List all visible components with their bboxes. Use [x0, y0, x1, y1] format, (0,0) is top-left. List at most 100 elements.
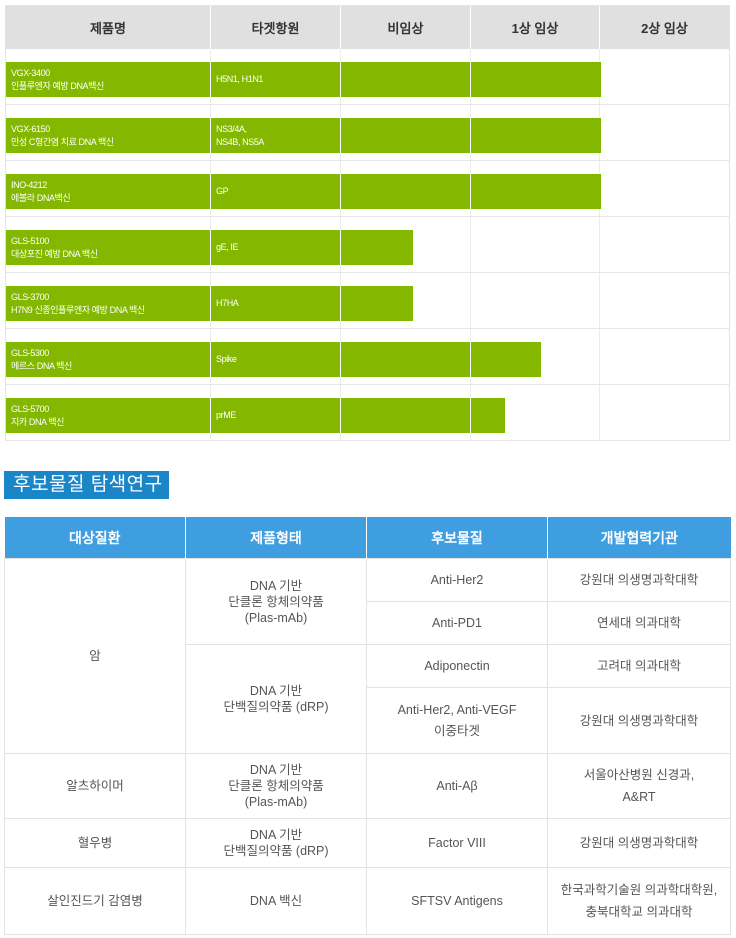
form-line: 단백질의약품 (dRP) [223, 700, 329, 714]
product-code: VGX-3400 [11, 67, 50, 78]
bar-divider [210, 286, 211, 321]
progress-bar: GLS-5700 지카 DNA 백신 prME [6, 398, 505, 433]
header-preclinical: 비임상 [341, 6, 471, 49]
progress-bar: GLS-3700 H7N9 신종인플루엔자 예방 DNA 백신 H7HA [6, 286, 413, 321]
target-label: H5N1, H1N1 [216, 62, 263, 97]
pipeline-row: VGX-6150 만성 C형간염 치료 DNA 백신 NS3/4A, NS4B, NS… [6, 105, 729, 161]
product-label: GLS-5700 지카 DNA 백신 [11, 398, 64, 433]
target-antigen: Spike [216, 354, 237, 364]
bar-divider [470, 62, 471, 97]
candidate-cell: Anti-Her2 [366, 558, 548, 602]
disease-cell: 알츠하이머 [4, 753, 186, 819]
bar-divider [470, 174, 471, 209]
bar-divider [210, 62, 211, 97]
bar-divider [340, 342, 341, 377]
target-antigen: gE, IE [216, 242, 239, 252]
bar-divider [210, 174, 211, 209]
bar-divider [210, 230, 211, 265]
partner-cell: 서울아산병원 신경과, A&RT [547, 753, 731, 819]
form-line: 단클론 항체의약품 [228, 594, 324, 609]
partner-cell: 강원대 의생명과학대학 [547, 558, 731, 602]
bar-divider [470, 342, 471, 377]
disease-cell: 암 [4, 558, 186, 754]
form-cell: DNA 기반 단백질의약품 (dRP) [185, 644, 367, 754]
progress-bar: GLS-5100 대상포진 예방 DNA 백신 gE, IE [6, 230, 413, 265]
candidate-line: 이중타겟 [433, 723, 480, 738]
progress-bar: INO-4212 에볼라 DNA백신 GP [6, 174, 601, 209]
header-phase1: 1상 임상 [471, 6, 600, 49]
partner-cell: 고려대 의과대학 [547, 644, 731, 688]
pipeline-table: 제품명 타겟항원 비임상 1상 임상 2상 임상 VGX-3400 인플루엔자 예… [5, 5, 730, 441]
header-disease: 대상질환 [4, 517, 186, 559]
partner-cell: 강원대 의생명과학대학 [547, 687, 731, 754]
header-candidate: 후보물질 [366, 517, 548, 559]
divider [470, 49, 471, 440]
product-name: 인플루엔자 예방 DNA백신 [11, 80, 104, 91]
product-code: GLS-3700 [11, 291, 49, 302]
product-label: GLS-5100 대상포진 예방 DNA 백신 [11, 230, 98, 265]
partner-cell: 연세대 의과대학 [547, 601, 731, 645]
header-form: 제품형태 [185, 517, 367, 559]
progress-bar: VGX-3400 인플루엔자 예방 DNA백신 H5N1, H1N1 [6, 62, 601, 97]
form-line: 단클론 항체의약품 [228, 779, 324, 793]
target-label: gE, IE [216, 230, 239, 265]
target-label: H7HA [216, 286, 239, 321]
product-name: H7N9 신종인플루엔자 예방 DNA 백신 [11, 304, 145, 315]
target-antigen: H7HA [216, 298, 239, 308]
target-label: GP [216, 174, 229, 209]
target-label: prME [216, 398, 236, 433]
candidate-cell: Anti-Aβ [366, 753, 548, 819]
bar-divider [470, 398, 471, 433]
bar-divider [340, 174, 341, 209]
product-code: GLS-5100 [11, 235, 49, 246]
pipeline-row: GLS-5300 메르스 DNA 백신 Spike [6, 329, 729, 385]
product-label: VGX-6150 만성 C형간염 치료 DNA 백신 [11, 118, 114, 153]
form-line: DNA 기반 [249, 684, 303, 698]
partner-line: 충북대학교 의과대학 [585, 905, 693, 919]
product-code: GLS-5300 [11, 347, 49, 358]
pipeline-row: INO-4212 에볼라 DNA백신 GP [6, 161, 729, 217]
form-line: (Plas-mAb) [244, 795, 308, 809]
form-cell: DNA 기반 단백질의약품 (dRP) [185, 818, 367, 868]
target-antigen: prME [216, 410, 236, 420]
product-label: GLS-5300 메르스 DNA 백신 [11, 342, 72, 377]
product-code: VGX-6150 [11, 123, 50, 134]
product-name: 만성 C형간염 치료 DNA 백신 [11, 136, 114, 147]
section-title: 후보물질 탐색연구 과제 [4, 471, 169, 523]
target-antigen: NS4B, NS5A [216, 136, 265, 147]
partner-cell: 강원대 의생명과학대학 [547, 818, 731, 868]
product-name: 메르스 DNA 백신 [11, 360, 72, 371]
bar-divider [210, 118, 211, 153]
candidate-cell: SFTSV Antigens [366, 867, 548, 935]
candidate-table: 대상질환 제품형태 후보물질 개발협력기관 암 DNA 기반 단클론 항체의약품… [4, 517, 731, 935]
product-label: GLS-3700 H7N9 신종인플루엔자 예방 DNA 백신 [11, 286, 145, 321]
form-line: DNA 기반 [249, 763, 303, 777]
header-partner: 개발협력기관 [547, 517, 731, 559]
pipeline-row: GLS-5700 지카 DNA 백신 prME [6, 385, 729, 441]
product-name: 지카 DNA 백신 [11, 416, 65, 427]
bar-divider [340, 118, 341, 153]
progress-bar: GLS-5300 메르스 DNA 백신 Spike [6, 342, 541, 377]
form-line: DNA 기반 [249, 828, 303, 842]
header-target: 타겟항원 [211, 6, 341, 49]
pipeline-row: VGX-3400 인플루엔자 예방 DNA백신 H5N1, H1N1 [6, 49, 729, 105]
candidate-cell: Adiponectin [366, 644, 548, 688]
target-antigen: NS3/4A, [216, 123, 247, 134]
disease-cell: 혈우병 [4, 818, 186, 868]
target-antigen: GP [216, 186, 229, 196]
product-code: INO-4212 [11, 179, 47, 190]
target-label: Spike [216, 342, 237, 377]
partner-line: A&RT [622, 790, 656, 804]
header-phase2: 2상 임상 [600, 6, 729, 49]
bar-divider [340, 286, 341, 321]
disease-cell: 살인진드기 감염병 [4, 867, 186, 935]
header-product: 제품명 [6, 6, 211, 49]
bar-divider [340, 230, 341, 265]
bar-divider [210, 342, 211, 377]
product-name: 에볼라 DNA백신 [11, 192, 71, 203]
bar-divider [470, 118, 471, 153]
partner-line: 한국과학기술원 의과학대학원, [560, 883, 718, 897]
pipeline-row: GLS-5100 대상포진 예방 DNA 백신 gE, IE [6, 217, 729, 273]
candidate-line: Anti-Her2, Anti-VEGF [397, 702, 517, 717]
product-label: INO-4212 에볼라 DNA백신 [11, 174, 71, 209]
